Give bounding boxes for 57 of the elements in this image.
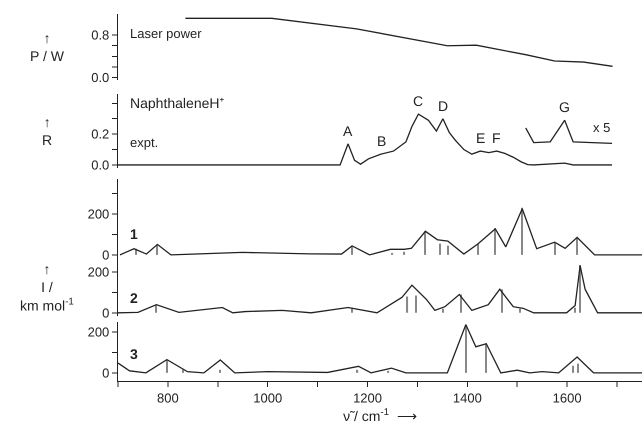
text: 1: [130, 226, 138, 242]
x-tick-label: 1000: [253, 390, 282, 406]
bar: [415, 296, 417, 313]
y-tick-label: 200: [88, 324, 110, 340]
y-tick-label: 0.0: [91, 70, 110, 85]
bar: [447, 246, 449, 255]
y-axis-title: ↑ P / W: [30, 30, 65, 64]
annotation: D: [438, 98, 448, 114]
x-tick-label: 1200: [353, 390, 382, 406]
bar: [182, 370, 184, 373]
bar: [406, 296, 408, 313]
series-label: Laser power: [130, 26, 202, 41]
y-tick-label: 0: [102, 305, 110, 320]
x-tick-label: 1600: [552, 390, 582, 406]
text: 2: [130, 290, 138, 306]
annotation: C: [413, 93, 424, 109]
bar: [572, 366, 574, 373]
y-tick-label: 200: [88, 206, 110, 222]
bar: [574, 308, 576, 313]
bar: [424, 231, 426, 255]
y-tick-label: 0: [102, 365, 110, 380]
annotation: G: [559, 99, 570, 115]
x-tick-label: 800: [157, 390, 179, 406]
bar: [351, 246, 353, 255]
annotation: A: [343, 123, 353, 139]
annotation: E: [476, 130, 486, 146]
bar: [494, 228, 496, 255]
bar: [485, 343, 487, 373]
y-axis-title: ↑ R: [42, 114, 52, 148]
y-tick-label: 0.2: [91, 126, 110, 142]
x-tick-label: 1400: [452, 390, 482, 406]
annotation: F: [492, 130, 501, 146]
y-tick-label: 0: [102, 247, 110, 262]
line-series: [525, 120, 613, 144]
y-tick-label: 0.8: [91, 28, 110, 43]
series-label: x 5: [593, 120, 610, 135]
bar: [554, 242, 556, 255]
bar: [521, 208, 523, 255]
bar: [576, 237, 578, 255]
bar: [442, 308, 444, 313]
y-tick-label: 200: [88, 264, 110, 280]
text: 3: [130, 346, 138, 362]
x-axis-title: ν̃ / cm$^{-1}$ ⟶: [343, 407, 417, 424]
annotation: B: [377, 133, 386, 149]
y-tick-label: 0.0: [91, 157, 110, 172]
bar: [577, 364, 579, 373]
bar: [519, 308, 521, 313]
bar: [501, 289, 503, 313]
bar: [219, 370, 221, 373]
y-axis-title: ↑ I / km mol$^{-1}$: [20, 261, 74, 314]
bar: [439, 244, 442, 255]
bar: [465, 324, 467, 373]
series-label: expt.: [130, 135, 158, 150]
chart-title: NaphthaleneH⁺: [130, 95, 225, 111]
bar: [166, 360, 168, 373]
bar: [403, 252, 406, 255]
bar: [477, 244, 479, 255]
